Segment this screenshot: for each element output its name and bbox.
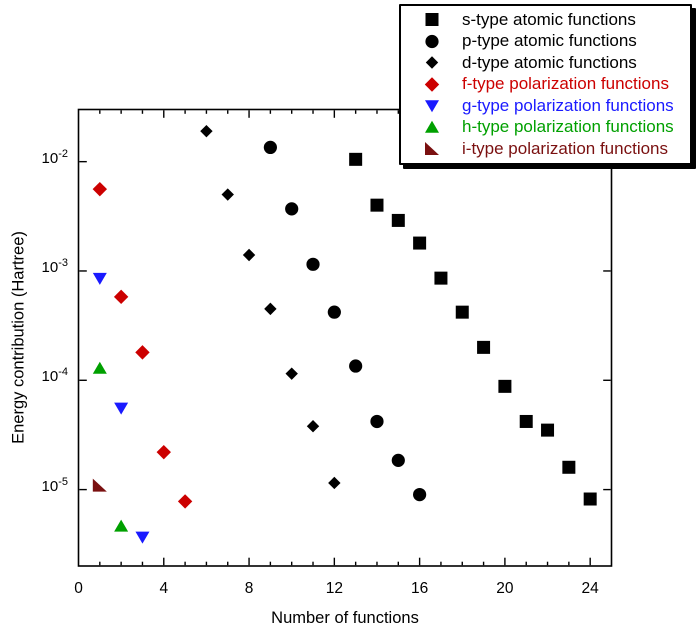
data-point	[242, 248, 256, 262]
data-point	[413, 487, 427, 502]
data-point	[349, 152, 363, 166]
legend-item: h-type polarization functions	[401, 117, 690, 139]
legend-item: p-type atomic functions	[401, 31, 690, 53]
data-point	[477, 340, 491, 354]
x-tick-label: 24	[581, 580, 599, 597]
data-point	[425, 100, 439, 113]
data-point	[455, 305, 469, 319]
triangle-up-legend-marker-icon	[425, 120, 439, 133]
triangle-down-legend-marker-icon	[425, 100, 439, 113]
data-point	[135, 345, 150, 360]
data-point	[156, 444, 171, 460]
data-point	[264, 302, 277, 316]
legend-label: i-type polarization functions	[462, 138, 669, 158]
circle-legend-marker-icon	[425, 34, 439, 48]
data-point	[562, 460, 576, 474]
y-tick-label: 10-2	[41, 147, 68, 167]
axis-frame	[77, 108, 613, 567]
data-point	[425, 13, 439, 27]
x-tick-label: 8	[244, 580, 254, 597]
diamond-small-legend-marker-icon	[425, 56, 439, 69]
legend-label: h-type polarization functions	[462, 117, 674, 137]
x-tick-label: 16	[410, 580, 429, 597]
data-point	[92, 181, 108, 197]
data-point	[413, 236, 427, 250]
diamond-legend-marker-icon	[424, 77, 440, 92]
data-point	[285, 367, 298, 380]
x-tick-label: 4	[159, 580, 169, 597]
data-point	[113, 289, 129, 305]
data-point	[425, 34, 439, 48]
x-axis-label: Number of functions	[271, 609, 419, 627]
data-point	[349, 359, 363, 373]
legend: s-type atomic functions p-type atomic fun…	[399, 4, 692, 165]
x-tick-label: 20	[496, 580, 514, 597]
data-point	[391, 453, 405, 467]
data-point	[391, 213, 405, 227]
legend-item: d-type atomic functions	[401, 52, 690, 74]
legend-item: f-type polarization functions	[401, 74, 690, 96]
legend-label: d-type atomic functions	[462, 52, 637, 72]
data-point	[328, 476, 341, 490]
legend-rows: s-type atomic functions p-type atomic fun…	[401, 9, 690, 160]
data-point	[327, 305, 341, 319]
data-point	[498, 379, 512, 393]
data-point	[370, 198, 384, 212]
tick-marks	[79, 110, 611, 566]
legend-label: f-type polarization functions	[462, 74, 669, 94]
data-point	[425, 56, 439, 69]
data-point	[425, 120, 439, 133]
x-tick-label: 12	[325, 580, 343, 597]
data-point	[541, 423, 555, 437]
data-point	[114, 519, 129, 532]
y-axis-label: Energy contribution (Hartree)	[9, 231, 28, 444]
legend-label: g-type polarization functions	[462, 95, 674, 115]
x-tick-label: 0	[74, 580, 83, 597]
legend-label: s-type atomic functions	[462, 9, 636, 29]
data-point	[425, 142, 439, 156]
data-point	[370, 414, 384, 429]
data-point	[519, 414, 533, 428]
y-tick-label: 10-3	[41, 256, 68, 276]
data-point	[114, 402, 129, 415]
data-point	[92, 272, 107, 285]
data-point	[306, 420, 320, 433]
data-point	[306, 257, 320, 271]
data-point	[200, 124, 213, 138]
square-legend-marker-icon	[425, 13, 439, 27]
data-point	[285, 202, 299, 216]
data-point	[135, 531, 150, 544]
triangle-lower-left-legend-marker-icon	[425, 142, 439, 156]
legend-label: p-type atomic functions	[462, 31, 637, 51]
data-point	[92, 478, 107, 492]
data-point	[221, 188, 234, 201]
legend-item: s-type atomic functions	[401, 9, 690, 31]
data-point	[177, 494, 193, 509]
y-tick-label: 10-4	[41, 366, 68, 386]
y-tick-label: 10-5	[41, 475, 68, 495]
legend-item: g-type polarization functions	[401, 95, 690, 117]
data-point	[92, 361, 107, 374]
data-point	[583, 492, 597, 506]
data-point	[424, 77, 440, 92]
data-point	[263, 140, 277, 155]
data-point	[434, 271, 448, 285]
legend-item: i-type polarization functions	[401, 138, 690, 160]
